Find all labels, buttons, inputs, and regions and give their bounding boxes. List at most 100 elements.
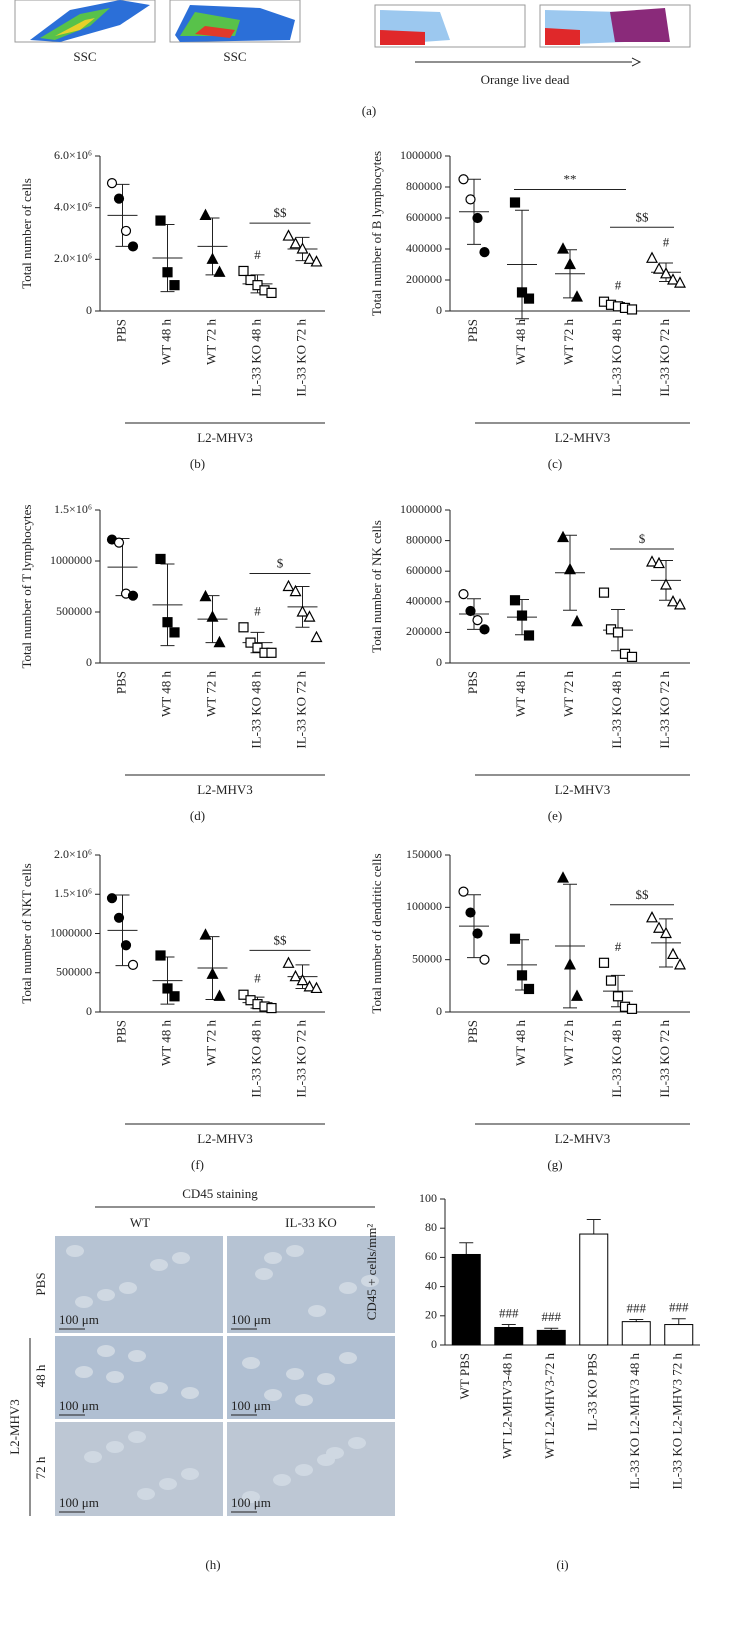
data-point [162,617,173,628]
y-tick-label: 50000 [412,951,442,965]
y-tick-label: 1000000 [400,148,442,162]
x-tick-label: IL-33 KO 72 h [657,1020,672,1098]
histology-title: CD45 staining [182,1186,258,1201]
data-point [523,293,535,304]
panel-label: (a) [362,103,376,118]
significance-mark: $ [639,531,646,546]
data-point [289,969,302,982]
data-point [509,197,521,208]
tissue-spot [295,1394,313,1406]
data-point [667,273,679,285]
tissue-spot [273,1474,291,1486]
data-point [465,194,476,205]
data-point [120,940,132,951]
tissue-spot [339,1282,357,1294]
tissue-spot [137,1488,155,1500]
data-point [282,579,295,592]
tissue-spot [106,1441,124,1453]
data-point [252,280,263,291]
y-axis-label: Total number of NKT cells [19,863,34,1003]
data-point [127,959,139,971]
data-point [674,276,686,288]
data-point [120,225,132,237]
data-point [303,980,316,992]
data-point [303,610,316,622]
y-tick-label: 100000 [406,899,442,913]
significance-mark: # [615,278,622,293]
error-bar [115,894,130,967]
data-point [479,954,490,965]
data-point [106,178,118,189]
y-tick-label: 600000 [406,563,442,577]
bar [494,1326,524,1346]
histology: CD45 staining WT IL-33 KO PBS 48 h 72 h … [7,1186,375,1572]
tissue-spot [150,1382,168,1394]
data-point [646,555,658,567]
panel-label: (g) [547,1157,562,1172]
y-tick-label: 1.5×10⁶ [54,886,92,900]
x-tick-label: IL-33 KO L2-MHV3 48 h [627,1353,642,1490]
data-point [564,257,576,270]
tissue-spot [75,1296,93,1308]
x-tick-label: PBS [113,671,128,694]
scale-bar-label: 100 μm [59,1495,99,1510]
y-tick-label: 0 [436,303,442,317]
tissue-spot [264,1389,282,1401]
x-tick-label: WT 72 h [561,319,576,365]
histology-images: 100 μm 100 μm 100 μm 100 μm 100 μm 100 μm [55,1236,395,1516]
panel-label: (e) [548,808,562,823]
data-point [289,584,302,597]
data-point [113,193,125,204]
data-point [310,630,323,643]
x-tick-label: WT 48 h [158,1020,173,1066]
data-point [113,912,125,923]
data-point [303,252,316,264]
panel-label: (h) [205,1557,220,1572]
tissue-spot [128,1431,146,1443]
x-tick-label: WT 48 h [158,319,173,365]
x-tick-label: PBS [113,319,128,342]
tissue-spot [75,1366,93,1378]
flow-plots [14,0,691,67]
group-label: L2-MHV3 [555,782,611,797]
y-tick-label: 800000 [406,179,442,193]
data-point [653,556,665,569]
y-tick-label: 1000000 [50,925,92,939]
tissue-spot [106,1371,124,1383]
bar [451,1253,481,1346]
significance-mark: $$ [274,932,288,947]
row-label: PBS [33,1272,48,1295]
data-point [516,287,528,298]
y-tick-label: 1.5×10⁶ [54,502,92,516]
column-label: WT [130,1215,150,1230]
tissue-spot [317,1373,335,1385]
x-tick-label: IL-33 KO 48 h [248,1020,263,1098]
tissue-spot [97,1345,115,1357]
x-tick-label: WT 48 h [513,671,528,717]
data-point [674,598,686,610]
y-tick-label: 1000000 [50,553,92,567]
tissue-spot [172,1252,190,1264]
data-point [213,635,226,648]
data-point [660,578,672,590]
significance-mark: # [615,939,622,954]
y-tick-label: 1000000 [400,502,442,516]
tissue-spot [242,1491,260,1503]
significance-mark: # [254,603,261,618]
data-point [213,265,226,277]
data-point [509,595,521,606]
data-point [169,627,180,638]
tissue-spot [361,1275,379,1287]
significance-mark: ### [669,1300,689,1315]
x-tick-label: PBS [465,319,480,342]
x-tick-label: PBS [465,671,480,694]
group-label: L2-MHV3 [555,1131,611,1146]
panel-label: (i) [556,1557,568,1572]
significance-mark: # [663,234,670,249]
y-axis-label: Total number of NK cells [369,520,384,653]
column-label: IL-33 KO [285,1215,337,1230]
data-point [199,208,212,221]
significance-mark: $$ [636,887,650,902]
data-point [516,970,528,981]
